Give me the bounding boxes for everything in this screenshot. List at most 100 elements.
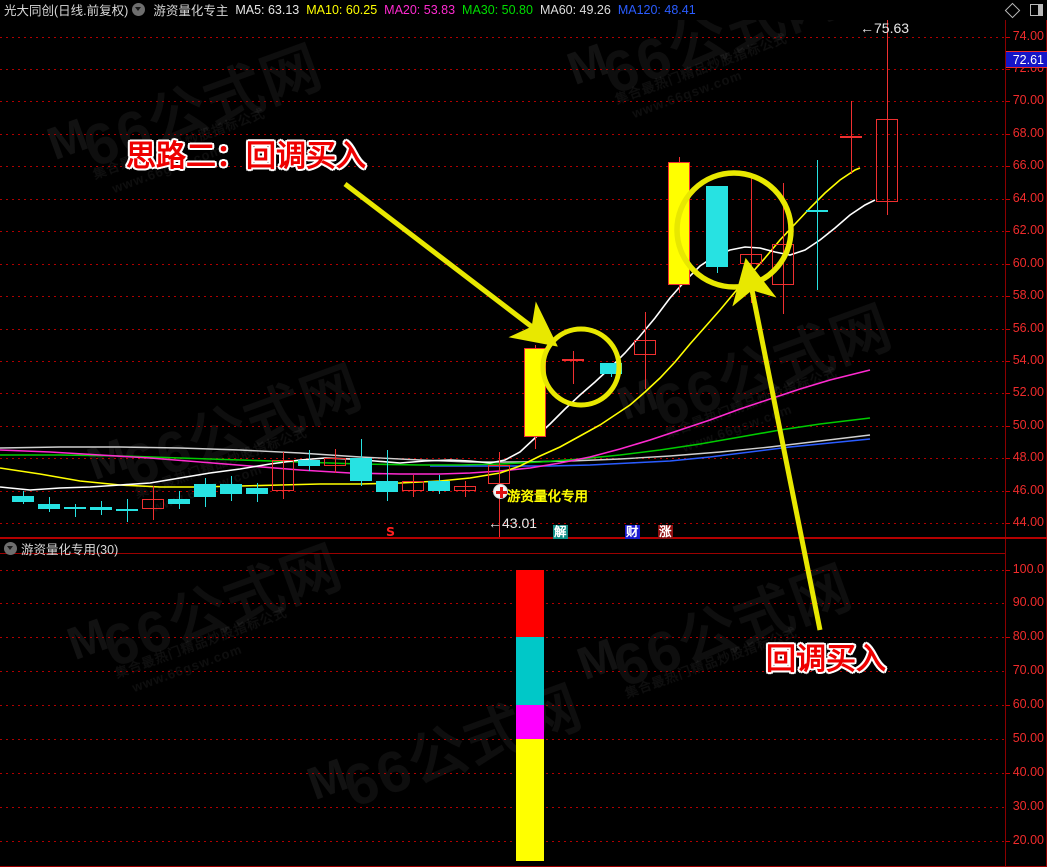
watermark-url: www.66gsw.com: [130, 641, 245, 696]
axis-label: 68.00: [1012, 126, 1044, 140]
diamond-icon[interactable]: [1004, 2, 1021, 18]
indicator-name[interactable]: 游资量化专主: [153, 4, 229, 18]
indicator-bar-segment: [516, 637, 544, 706]
candle-body: [350, 458, 372, 482]
axis-label: 62.00: [1012, 223, 1044, 237]
gridline: [0, 841, 1005, 842]
watermark-brand: 66公式网: [95, 534, 351, 681]
candle-body: [600, 362, 622, 374]
candle-wick: [387, 450, 388, 501]
watermark-brand: 66公式网: [605, 554, 861, 701]
candle-body: [488, 464, 510, 485]
axis-label: 54.00: [1012, 353, 1044, 367]
gridline: [0, 523, 1005, 524]
axis-label: 52.00: [1012, 385, 1044, 399]
candle-wick: [817, 159, 818, 290]
gridline: [0, 603, 1005, 604]
gridline: [0, 329, 1005, 330]
axis-label: 60.00: [1012, 256, 1044, 270]
axis-tick: [1006, 491, 1010, 492]
sub-panel-header: 游资量化专用(30): [0, 540, 119, 557]
watermark-logo: M: [300, 747, 355, 810]
ma5-value: MA5: 63.13: [235, 2, 300, 17]
last-price-value: 72.61: [1012, 53, 1044, 68]
candle-body: [562, 359, 584, 362]
low-price-tag: ←43.01: [488, 515, 538, 531]
candle-body: [706, 185, 728, 267]
sub-panel-title[interactable]: 游资量化专用(30): [21, 542, 119, 557]
gridline: [0, 166, 1005, 167]
annotation-arrow-upper: [343, 182, 558, 347]
chevron-down-circle-icon[interactable]: [132, 3, 146, 16]
gridline: [0, 199, 1005, 200]
axis-tick: [1006, 69, 1010, 70]
candle-wick: [751, 172, 752, 303]
candle-body: [772, 244, 794, 285]
axis-divider: [1005, 0, 1006, 867]
watermark-brand: 66公式网: [335, 674, 591, 821]
gridline: [0, 264, 1005, 265]
axis-tick: [1006, 296, 1010, 297]
chart-marker: 涨: [658, 524, 673, 539]
ma30-value: MA30: 50.80: [462, 2, 533, 17]
axis-tick: [1006, 264, 1010, 265]
candle-body: [298, 460, 320, 467]
candle-body: [38, 503, 60, 509]
gridline: [0, 101, 1005, 102]
ma120-value: MA120: 48.41: [617, 2, 696, 17]
annotation-title-note: 思路二：回调买入: [126, 139, 366, 174]
watermark-url: www.66gsw.com: [630, 67, 745, 122]
candle-body: [428, 481, 450, 491]
ma20-value: MA20: 53.83: [384, 2, 456, 17]
candle-body: [668, 161, 690, 285]
gridline: [0, 37, 1005, 38]
gridline: [0, 739, 1005, 740]
axis-label: 60.00: [1012, 697, 1044, 711]
gridline: [0, 296, 1005, 297]
axis-label: 80.00: [1012, 629, 1044, 643]
gridline: [0, 705, 1005, 706]
axis-label: 56.00: [1012, 321, 1044, 335]
axis-tick: [1006, 523, 1010, 524]
indicator-bar-segment: [516, 705, 544, 739]
candle-body: [806, 210, 828, 213]
candle-body: [876, 119, 898, 203]
axis-label: 30.00: [1012, 799, 1044, 813]
candle-body: [142, 498, 164, 509]
indicator-overlay-label: 游资量化专用: [507, 489, 588, 505]
axis-label: 40.00: [1012, 765, 1044, 779]
candle-body: [324, 458, 346, 467]
gridline: [0, 69, 1005, 70]
gridline: [0, 773, 1005, 774]
watermark-url: www.66gsw.com: [680, 401, 795, 456]
axis-label: 48.00: [1012, 450, 1044, 464]
axis-tick: [1006, 570, 1010, 571]
axis-tick: [1006, 637, 1010, 638]
axis-label: 50.00: [1012, 418, 1044, 432]
panel-divider: [0, 537, 1047, 539]
watermark-logo: M: [40, 107, 95, 170]
candle-body: [634, 339, 656, 355]
axis-label: 90.00: [1012, 595, 1044, 609]
watermark-logo: M: [610, 367, 665, 430]
sub-panel-top-line: [0, 553, 1005, 554]
gridline: [0, 671, 1005, 672]
chart-marker: 财: [625, 524, 640, 539]
candle-wick: [153, 485, 154, 521]
ma60-value: MA60: 49.26: [539, 2, 611, 17]
chevron-down-circle-icon[interactable]: [4, 541, 17, 555]
panel-split-icon[interactable]: [1030, 4, 1043, 16]
chart-header-bar: 光大同创(日线.前复权) 游资量化专主 MA5: 63.13 MA10: 60.…: [0, 0, 1047, 20]
axis-label: 58.00: [1012, 288, 1044, 302]
annotation-arrow-lower: [732, 257, 823, 631]
candle-body: [376, 481, 398, 493]
last-price-highlight: 72.61: [1006, 51, 1047, 69]
gridline: [0, 361, 1005, 362]
axis-label: 70.00: [1012, 663, 1044, 677]
candle-body: [402, 481, 424, 491]
candle-body: [272, 460, 294, 491]
gridline: [0, 231, 1005, 232]
axis-tick: [1006, 841, 1010, 842]
chart-marker: S: [386, 524, 396, 539]
axis-label: 74.00: [1012, 29, 1044, 43]
